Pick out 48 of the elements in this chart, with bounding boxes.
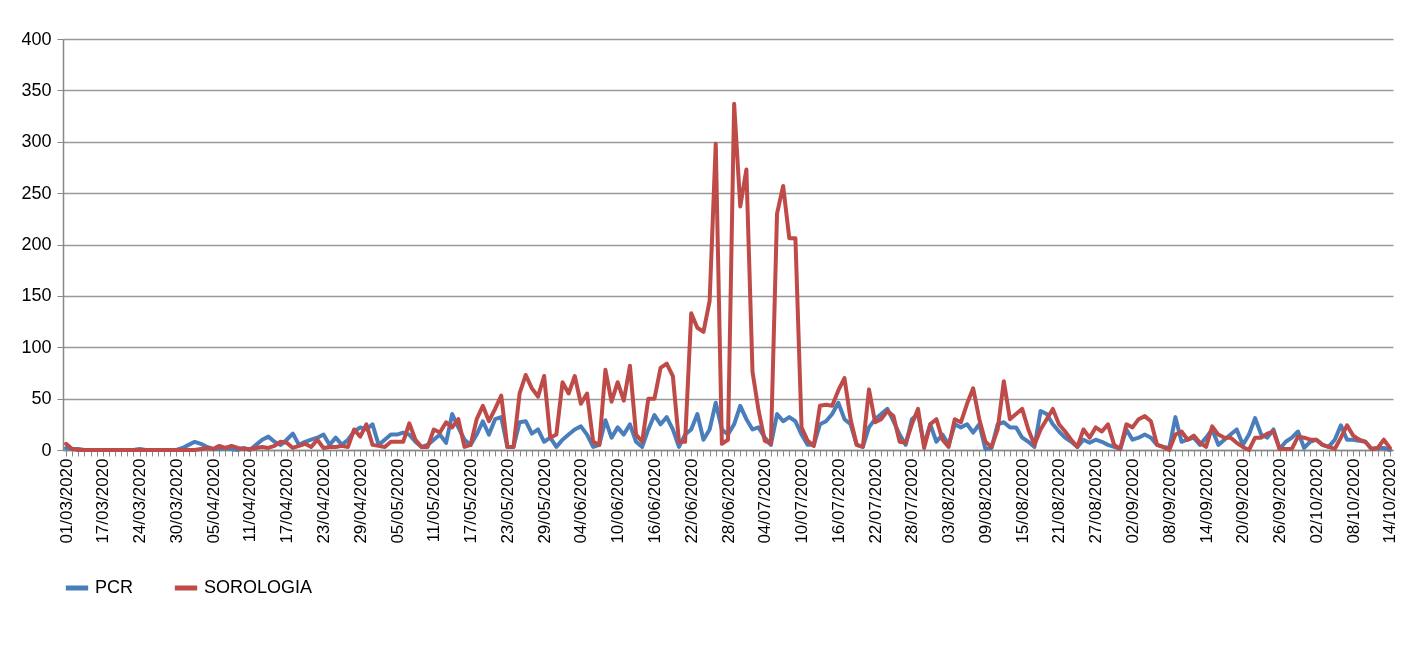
x-tick-label: 04/06/2020 [571,458,591,544]
x-tick-label: 29/05/2020 [534,458,554,544]
x-tick-label: 08/10/2020 [1343,458,1363,544]
x-tick-label: 22/06/2020 [681,458,701,544]
x-tick-label: 09/08/2020 [975,458,995,544]
x-tick-label: 22/07/2020 [865,458,885,544]
x-tick-label: 23/05/2020 [497,458,517,544]
y-tick-label: 350 [21,79,52,100]
x-tick-label: 04/07/2020 [755,458,775,544]
legend-label: SOROLOGIA [204,577,313,597]
x-tick-label: 11/05/2020 [424,458,444,543]
y-tick-label: 100 [21,336,52,357]
legend-label: PCR [95,577,134,597]
x-tick-label: 05/04/2020 [203,458,223,544]
y-tick-label: 250 [21,182,52,203]
x-tick-label: 01/03/2020 [56,458,76,544]
x-tick-label: 20/09/2020 [1233,458,1253,544]
x-tick-label: 17/05/2020 [461,458,481,544]
x-tick-label: 10/07/2020 [792,458,812,544]
x-tick-label: 26/09/2020 [1270,458,1290,544]
x-tick-label: 21/08/2020 [1049,458,1069,544]
x-tick-label: 10/06/2020 [608,458,628,544]
x-tick-label: 14/10/2020 [1380,458,1400,544]
x-tick-label: 27/08/2020 [1086,458,1106,544]
x-tick-label: 11/04/2020 [240,458,260,543]
x-tick-label: 02/09/2020 [1123,458,1143,544]
x-tick-label: 29/04/2020 [350,458,370,544]
x-tick-label: 28/07/2020 [902,458,922,544]
x-tick-label: 15/08/2020 [1012,458,1032,544]
x-tick-label: 16/06/2020 [644,458,664,544]
y-tick-label: 0 [41,439,52,460]
x-tick-label: 14/09/2020 [1196,458,1216,544]
x-tick-label: 05/05/2020 [387,458,407,544]
x-tick-label: 17/04/2020 [277,458,297,544]
x-tick-label: 28/06/2020 [718,458,738,544]
y-tick-label: 400 [21,28,52,49]
x-tick-label: 17/03/2020 [93,458,113,544]
x-tick-label: 16/07/2020 [828,458,848,544]
y-tick-label: 300 [21,131,52,152]
x-tick-label: 02/10/2020 [1306,458,1326,544]
y-tick-label: 150 [21,285,52,306]
x-tick-label: 03/08/2020 [939,458,959,544]
x-tick-label: 23/04/2020 [313,458,333,544]
y-tick-label: 200 [21,234,52,254]
y-tick-label: 50 [31,388,52,409]
x-tick-label: 24/03/2020 [130,458,150,544]
x-tick-label: 30/03/2020 [166,458,186,544]
x-tick-label: 08/09/2020 [1159,458,1179,544]
